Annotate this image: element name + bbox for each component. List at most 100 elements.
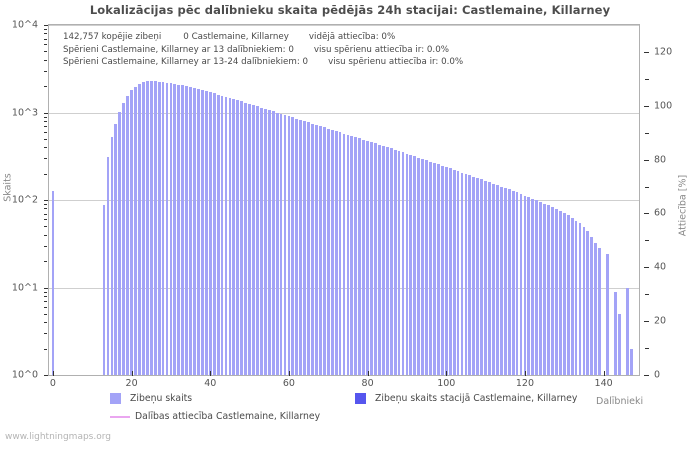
y-axis-right-tick bbox=[644, 159, 649, 161]
bar bbox=[354, 137, 358, 375]
bar bbox=[185, 86, 189, 375]
y-axis-left-tick bbox=[44, 112, 48, 114]
bar bbox=[444, 167, 448, 375]
y-axis-right-tick-label: 80 bbox=[654, 154, 667, 166]
bar bbox=[578, 223, 582, 375]
x-axis-tick bbox=[288, 371, 290, 376]
bar bbox=[126, 95, 130, 375]
bar bbox=[130, 90, 133, 375]
y-axis-left-minor-tick bbox=[44, 120, 47, 122]
y-axis-left-minor-tick bbox=[44, 173, 47, 175]
y-axis-left-tick bbox=[44, 200, 48, 201]
x-axis-tick-label: 100 bbox=[437, 378, 456, 389]
legend-label-participation-ratio: Dalības attiecība Castlemaine, Killarney bbox=[135, 411, 321, 422]
bar bbox=[283, 114, 287, 375]
x-axis-tick-label: 80 bbox=[361, 378, 374, 389]
bar bbox=[118, 112, 122, 375]
bar bbox=[299, 120, 303, 375]
bar bbox=[161, 82, 165, 375]
bar bbox=[377, 144, 381, 375]
x-axis-tick-label: 40 bbox=[204, 378, 217, 389]
y-axis-left-minor-tick bbox=[44, 313, 47, 315]
page-title: Lokalizācijas pēc dalībnieku skaita pēdē… bbox=[89, 3, 611, 17]
y-axis-right-label: Attiecība [%] bbox=[677, 174, 689, 237]
x-axis-tick bbox=[603, 371, 605, 376]
bar bbox=[429, 161, 432, 375]
y-axis-left-minor-tick bbox=[44, 226, 47, 228]
bar bbox=[173, 83, 177, 375]
bar bbox=[370, 142, 373, 375]
bar bbox=[507, 189, 511, 375]
bar bbox=[570, 217, 574, 375]
y-axis-left-minor-tick bbox=[44, 301, 47, 303]
y-axis-left-minor-tick bbox=[44, 126, 47, 128]
legend-label-total-count: Zibeņu skaits bbox=[130, 393, 193, 404]
bar bbox=[271, 111, 275, 375]
bar bbox=[110, 136, 114, 375]
bar bbox=[134, 86, 137, 375]
y-axis-left-minor-tick bbox=[44, 208, 47, 210]
bar bbox=[440, 165, 444, 375]
bar bbox=[551, 207, 554, 375]
y-axis-left-minor-tick bbox=[44, 245, 47, 247]
y-axis-left-minor-tick bbox=[44, 348, 47, 350]
bar bbox=[259, 107, 263, 375]
y-axis-left-minor-tick bbox=[44, 131, 47, 133]
bar bbox=[122, 103, 126, 375]
bar bbox=[590, 236, 594, 375]
bar bbox=[326, 128, 330, 375]
legend-swatch-station-count bbox=[355, 393, 366, 404]
y-axis-left-minor-tick bbox=[44, 33, 47, 35]
bar bbox=[519, 194, 523, 375]
bar bbox=[157, 81, 161, 375]
x-axis-tick bbox=[446, 371, 448, 376]
bar bbox=[476, 178, 480, 375]
bar bbox=[566, 215, 570, 375]
x-axis-tick bbox=[210, 371, 212, 376]
bar bbox=[499, 186, 503, 375]
bar bbox=[342, 133, 346, 375]
y-axis-left-minor-tick bbox=[44, 219, 47, 221]
y-axis-left-minor-tick bbox=[44, 44, 47, 46]
bar bbox=[165, 82, 169, 375]
bar bbox=[480, 179, 484, 375]
legend-item-total-count: Zibeņu skaits bbox=[110, 393, 192, 404]
x-axis-tick-label: 60 bbox=[282, 378, 295, 389]
y-axis-right-tick-label: 0 bbox=[654, 369, 661, 381]
bar bbox=[263, 108, 267, 375]
chart-legend: Zibeņu skaits Zibeņu skaits stacijā Cast… bbox=[0, 390, 700, 430]
bar bbox=[625, 287, 629, 375]
y-axis-left-minor-tick bbox=[44, 204, 47, 205]
y-axis-left-minor-tick bbox=[44, 38, 47, 40]
legend-line-participation-ratio bbox=[110, 415, 130, 418]
x-axis-tick bbox=[367, 371, 369, 376]
bar bbox=[275, 112, 279, 375]
bar bbox=[401, 152, 405, 375]
bar bbox=[617, 313, 621, 375]
bar bbox=[193, 88, 196, 375]
watermark: www.lightningmaps.org bbox=[5, 432, 111, 442]
y-axis-left-label: Skaits bbox=[2, 173, 14, 202]
y-axis-right-tick-label: 40 bbox=[654, 261, 667, 273]
bar bbox=[232, 99, 236, 375]
bar bbox=[531, 198, 535, 375]
gridline bbox=[49, 25, 639, 26]
y-axis-left-tick-label: 10^3 bbox=[11, 107, 38, 118]
bar bbox=[220, 95, 224, 375]
bar bbox=[315, 124, 318, 375]
bar bbox=[613, 291, 617, 375]
bar bbox=[252, 104, 255, 375]
gridline bbox=[49, 112, 639, 114]
bar bbox=[141, 82, 145, 375]
bar bbox=[558, 210, 562, 375]
y-axis-left-minor-tick bbox=[44, 29, 47, 30]
y-axis-right-minor-tick bbox=[645, 186, 649, 188]
y-axis-left-minor-tick bbox=[44, 333, 47, 335]
bar bbox=[503, 188, 507, 375]
bar bbox=[543, 203, 546, 375]
bar bbox=[208, 92, 212, 375]
y-axis-right-tick-label: 60 bbox=[654, 207, 667, 219]
bar bbox=[240, 101, 244, 375]
bar bbox=[358, 138, 362, 375]
y-axis-right-tick bbox=[644, 321, 649, 323]
